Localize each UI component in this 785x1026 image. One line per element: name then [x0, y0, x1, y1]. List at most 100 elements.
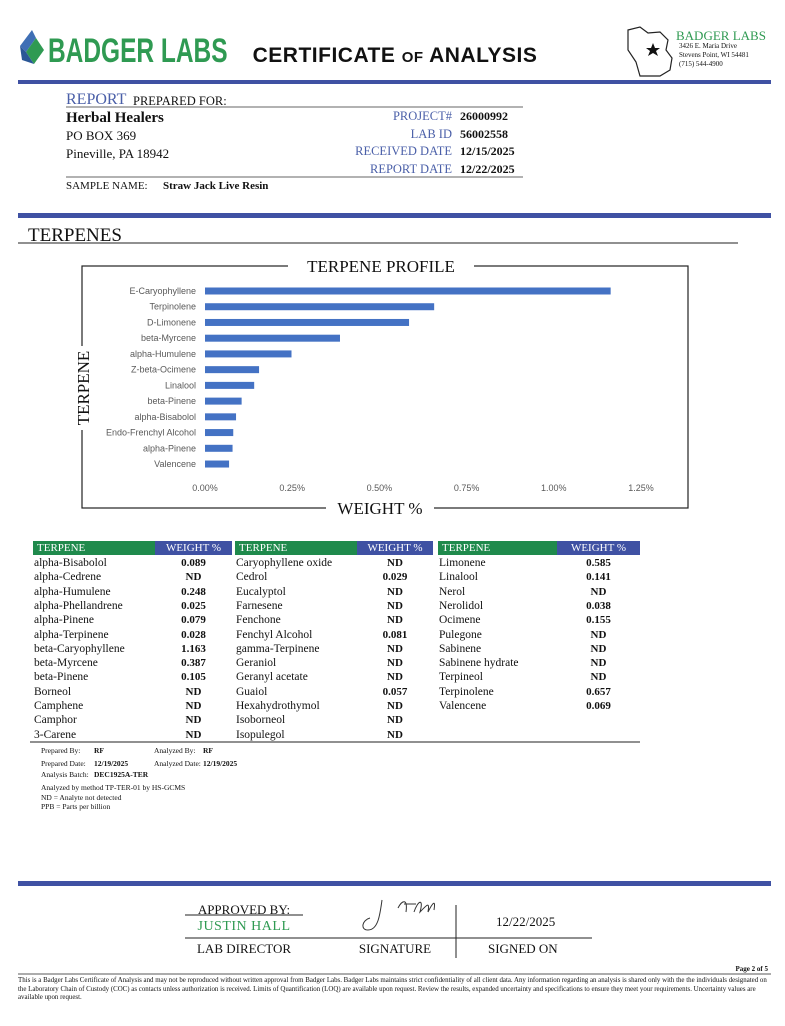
note-line: ND = Analyte not detected	[41, 792, 122, 802]
cell-value: ND	[387, 671, 403, 684]
bar	[205, 318, 410, 326]
cell-value: 0.248	[181, 585, 206, 598]
bar	[205, 460, 230, 468]
lab-address: 3426 E. Maria Drive	[679, 42, 737, 50]
cell-value: 1.163	[181, 642, 206, 655]
rule	[18, 881, 771, 886]
x-tick-label: 1.00%	[541, 483, 567, 493]
cell-value: 0.155	[586, 614, 611, 627]
cell-name: beta-Myrcene	[34, 657, 98, 670]
y-tick-label: Valencene	[154, 459, 196, 469]
cell-value: ND	[590, 671, 607, 684]
cell-name: Farnesene	[236, 599, 283, 612]
label-gap	[74, 346, 92, 430]
x-tick-label: 0.00%	[192, 483, 218, 493]
signature	[362, 899, 435, 931]
header-cell: TERPENE	[33, 541, 155, 555]
lab-name: BADGER LABS	[676, 28, 766, 43]
header-cell: TERPENE	[438, 541, 557, 555]
bar	[205, 413, 237, 421]
title-gap	[288, 258, 474, 274]
cell-name: alpha-Pinene	[34, 614, 95, 627]
note-label: Analyzed By:	[154, 746, 196, 755]
cell-value: 0.089	[181, 557, 206, 569]
label-gap	[326, 500, 434, 516]
star	[646, 43, 660, 56]
header-cell: WEIGHT %	[357, 541, 433, 555]
lab-address: Stevens Point, WI 54481	[679, 51, 749, 59]
note-label: Prepared Date:	[41, 759, 86, 768]
cell-name: Camphene	[34, 700, 84, 712]
cell-name: Pulegone	[439, 628, 482, 641]
y-tick-label: E-Caryophyllene	[129, 286, 196, 296]
cell-value: ND	[590, 657, 607, 670]
cell-name: Hexahydrothymol	[236, 700, 320, 712]
cell-name: Ocimene	[439, 614, 481, 627]
cell-value: 0.038	[586, 599, 611, 612]
page-number: Page 2 of 5	[735, 965, 768, 973]
cell-name: Cedrol	[236, 571, 268, 584]
field-label: RECEIVED DATE	[355, 144, 452, 158]
approver-name: JUSTIN HALL	[197, 919, 291, 934]
y-tick-label: Endo-Frenchyl Alcohol	[106, 428, 196, 438]
y-tick-label: beta-Myrcene	[141, 333, 196, 343]
cell-value: ND	[590, 642, 607, 655]
x-tick-label: 0.50%	[367, 483, 393, 493]
cell-name: Nerol	[439, 585, 466, 598]
y-tick-label: Linalool	[165, 380, 196, 390]
cell-value: 0.028	[181, 628, 206, 641]
cell-name: Borneol	[34, 685, 72, 698]
note-value: 12/19/2025	[94, 759, 129, 768]
cell-name: alpha-Phellandrene	[34, 599, 123, 612]
cell-name: Geraniol	[236, 657, 277, 670]
cell-value: ND	[387, 657, 403, 670]
cell-name: Guaiol	[236, 685, 268, 698]
field-label: PROJECT#	[392, 109, 452, 123]
cell-value: 0.069	[586, 700, 611, 712]
cell-name: Linalool	[439, 571, 478, 584]
signed-label: SIGNED ON	[488, 941, 558, 956]
bar	[205, 334, 340, 342]
note-label: Analysis Batch:	[41, 770, 89, 779]
cell-name: Caryophyllene oxide	[236, 557, 333, 569]
cell-name: Isopulegol	[236, 728, 285, 741]
note-value: 12/19/2025	[203, 759, 238, 768]
cell-value: 0.025	[181, 599, 206, 612]
bar	[205, 381, 255, 389]
cell-name: Eucalyptol	[236, 585, 286, 598]
header-cell: WEIGHT %	[557, 541, 640, 555]
y-tick-label: beta-Pinene	[147, 396, 196, 406]
cell-value: 0.081	[382, 628, 408, 641]
sample-label: SAMPLE NAME:	[66, 180, 148, 192]
lab-address: (715) 544-4900	[679, 60, 723, 68]
cell-value: 0.141	[586, 571, 611, 584]
rule	[18, 213, 771, 218]
y-tick-label: Terpinolene	[149, 302, 196, 312]
cell-name: Limonene	[439, 557, 486, 569]
cell-value: 0.079	[181, 614, 206, 627]
state-outline	[627, 26, 673, 77]
y-tick-label: alpha-Bisabolol	[134, 412, 196, 422]
cell-value: ND	[590, 585, 607, 598]
cell-name: 3-Carene	[34, 728, 77, 741]
cell-value: 0.105	[181, 671, 206, 684]
cell-name: alpha-Terpinene	[34, 628, 109, 641]
cell-name: Isoborneol	[236, 714, 286, 727]
cell-value: ND	[387, 614, 403, 627]
cell-value: ND	[185, 700, 202, 712]
field-value: 12/22/2025	[460, 161, 515, 176]
bar	[205, 303, 435, 311]
cell-value: 0.585	[586, 557, 611, 569]
field-value: 12/15/2025	[460, 144, 515, 158]
y-tick-label: Z-beta-Ocimene	[131, 365, 196, 375]
cell-value: ND	[387, 714, 403, 727]
client-address: Pineville, PA 18942	[66, 146, 170, 161]
doc-title: CERTIFICATE of ANALYSIS	[252, 44, 538, 67]
section-title: TERPENES	[28, 225, 122, 246]
header-cell: TERPENE	[235, 541, 357, 555]
note-line: Analyzed by method TP-TER-01 by HS-GCMS	[41, 783, 186, 792]
y-axis-label: TERPENE	[74, 351, 93, 426]
client: Herbal Healers	[66, 110, 164, 126]
cell-name: Terpinolene	[439, 685, 494, 698]
cell-value: ND	[185, 685, 202, 698]
